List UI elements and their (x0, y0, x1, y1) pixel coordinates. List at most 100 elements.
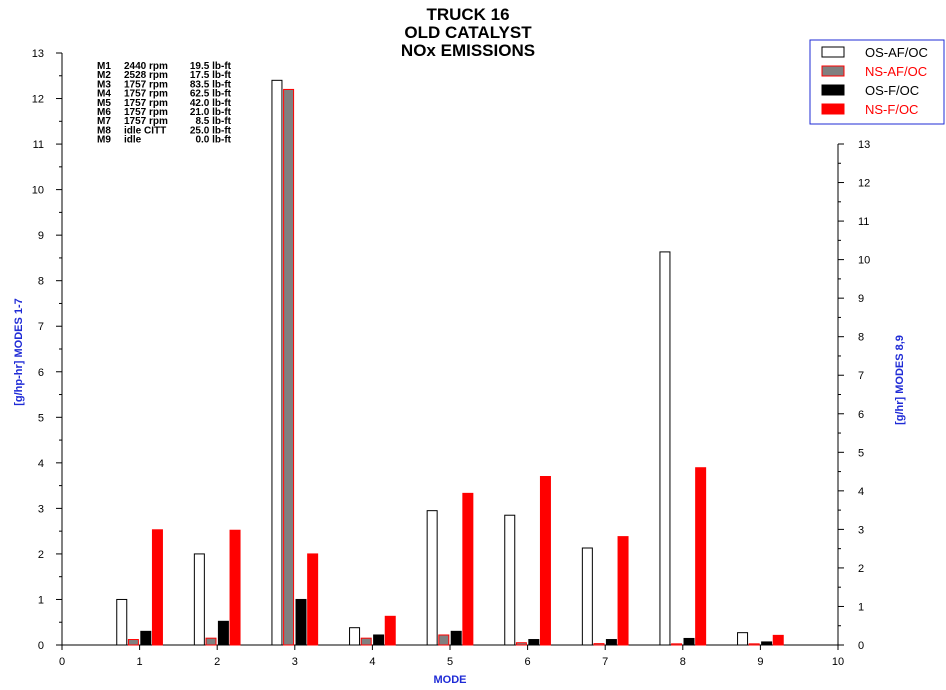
right-y-axis-label: [g/hr] MODES 8,9 (894, 335, 906, 425)
bar (462, 492, 474, 646)
bar (271, 79, 283, 646)
right-y-tick-label: 13 (858, 139, 870, 151)
x-tick-label: 1 (137, 656, 143, 668)
mode-note-speed: 1757 rpm (124, 98, 168, 109)
bar (205, 637, 217, 646)
x-tick-label: 7 (602, 656, 608, 668)
legend-swatch (821, 103, 845, 115)
mode-note-id: M6 (97, 107, 111, 118)
bar (426, 510, 438, 646)
x-tick-label: 2 (214, 656, 220, 668)
mode-note-speed: idle CITT (124, 125, 166, 136)
chart-legend: OS-AF/OC NS-AF/OC OS-F/OC NS-F/OC (809, 39, 945, 125)
bar (127, 639, 139, 646)
bar (659, 251, 671, 646)
left-y-tick-label: 6 (38, 367, 44, 379)
bar (360, 637, 372, 646)
x-tick-label: 0 (59, 656, 65, 668)
legend-label: OS-F/OC (865, 83, 919, 98)
chart-title-line: NOx EMISSIONS (401, 41, 535, 60)
bar (539, 476, 551, 646)
bar (217, 620, 229, 646)
bar (761, 641, 773, 646)
left-y-tick-label: 8 (38, 276, 44, 288)
mode-note-torque: 62.5 lb-ft (190, 89, 232, 100)
mode-note-speed: 1757 rpm (124, 116, 168, 127)
mode-note-torque: 21.0 lb-ft (190, 107, 232, 118)
chart-title-line: OLD CATALYST (404, 23, 532, 42)
mode-note-id: M4 (97, 89, 111, 100)
mode-note-torque: 83.5 lb-ft (190, 79, 232, 90)
bar (140, 630, 152, 646)
left-y-tick-label: 7 (38, 321, 44, 333)
left-y-tick-label: 10 (32, 185, 44, 197)
left-y-tick-label: 1 (38, 594, 44, 606)
right-y-tick-label: 2 (858, 563, 864, 575)
right-y-tick-label: 4 (858, 486, 864, 498)
x-tick-label: 10 (832, 656, 844, 668)
right-y-tick-label: 11 (858, 216, 869, 228)
chart-axes: 0 1 2 3 4 5 6 7 8 9 100123456789101112130123456789… (13, 48, 906, 686)
mode-note-torque: 8.5 lb-ft (195, 116, 231, 127)
bar (504, 514, 516, 646)
mode-note-speed: 1757 rpm (124, 79, 168, 90)
right-y-tick-label: 0 (858, 640, 864, 652)
right-y-tick-label: 10 (858, 255, 870, 267)
x-tick-label: 6 (525, 656, 531, 668)
bar (307, 553, 319, 646)
mode-note-id: M9 (97, 135, 111, 146)
right-y-tick-label: 1 (858, 601, 864, 613)
mode-note-speed: 2440 rpm (124, 61, 168, 72)
x-tick-label: 8 (680, 656, 686, 668)
x-tick-label: 3 (292, 656, 298, 668)
mode-note-torque: 17.5 lb-ft (190, 70, 232, 81)
left-y-tick-label: 2 (38, 549, 44, 561)
right-y-tick-label: 5 (858, 447, 864, 459)
bar (151, 529, 163, 646)
chart-bars (116, 79, 784, 646)
right-y-tick-label: 8 (858, 332, 864, 344)
mode-note-id: M7 (97, 116, 111, 127)
bar (193, 553, 205, 646)
bar (283, 88, 295, 646)
right-y-tick-label: 7 (858, 370, 864, 382)
right-y-tick-label: 9 (858, 293, 864, 305)
mode-note-id: M1 (97, 61, 111, 72)
left-y-axis-label: [g/hp-hr] MODES 1-7 (13, 298, 25, 406)
bar (748, 643, 760, 646)
x-tick-label: 5 (447, 656, 453, 668)
left-y-tick-label: 0 (38, 640, 44, 652)
bar (349, 627, 361, 646)
right-y-tick-label: 3 (858, 524, 864, 536)
mode-note-id: M2 (97, 70, 111, 81)
bar (772, 634, 784, 646)
mode-note-speed: 1757 rpm (124, 107, 168, 118)
mode-note-speed: 2528 rpm (124, 70, 168, 81)
right-y-tick-label: 12 (858, 178, 870, 190)
mode-note-id: M3 (97, 79, 111, 90)
bar (450, 630, 462, 646)
bar (605, 639, 617, 646)
left-y-tick-label: 12 (32, 94, 44, 106)
left-y-tick-label: 4 (38, 458, 44, 470)
bar (737, 632, 749, 646)
legend-swatch (821, 46, 845, 58)
bar (581, 547, 593, 646)
bar (384, 615, 396, 646)
bar (515, 642, 527, 646)
x-tick-label: 9 (757, 656, 763, 668)
bar (116, 598, 128, 646)
legend-swatch (821, 84, 845, 96)
bar (295, 598, 307, 646)
bar (373, 634, 385, 646)
bar (671, 643, 683, 646)
mode-notes: M1 2440 rpm 19.5 lb-ft M2 2528 rpm 17.5 lb-ft… (97, 61, 232, 146)
right-y-tick-label: 6 (858, 409, 864, 421)
bar (528, 639, 540, 646)
mode-note-id: M5 (97, 98, 111, 109)
left-y-tick-label: 5 (38, 412, 44, 424)
bar (229, 529, 241, 646)
chart-title-line: TRUCK 16 (426, 5, 509, 24)
